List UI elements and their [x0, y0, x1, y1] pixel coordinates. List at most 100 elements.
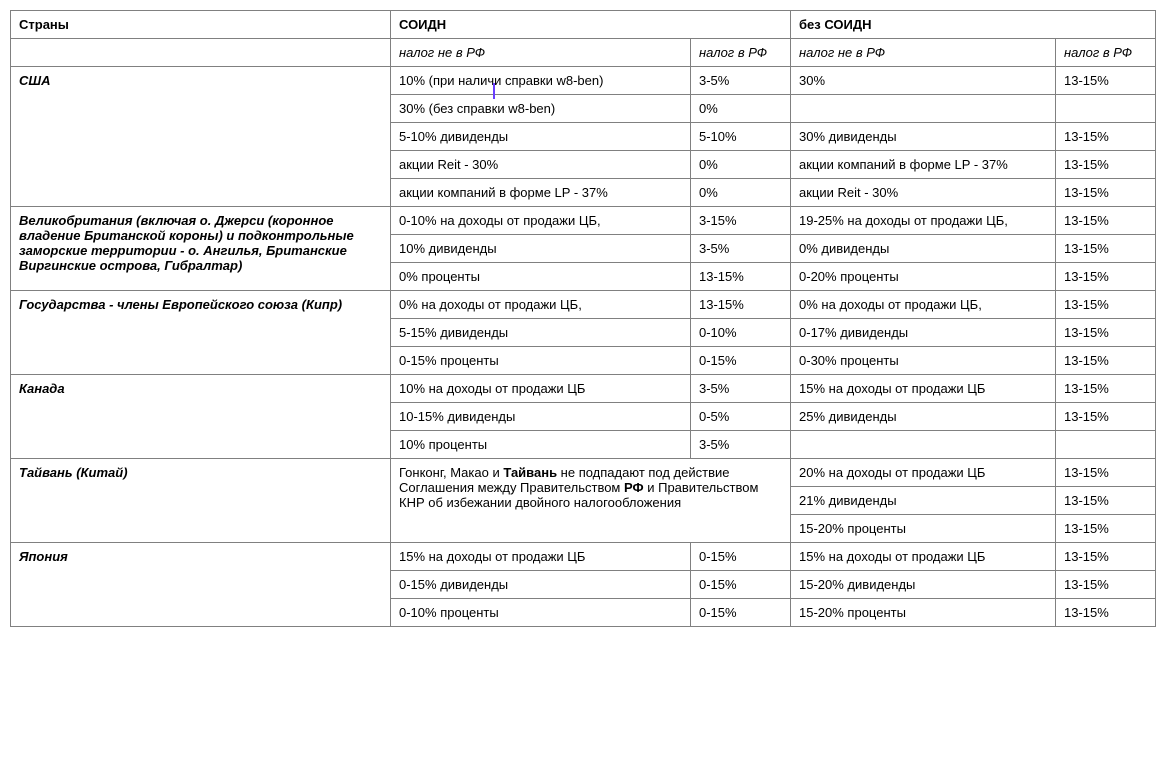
uk-r1-d: 13-15% — [1056, 207, 1156, 235]
usa-name: США — [11, 67, 391, 207]
uk-r2-d: 13-15% — [1056, 235, 1156, 263]
uk-r3-d: 13-15% — [1056, 263, 1156, 291]
canada-r3-d — [1056, 431, 1156, 459]
uk-r2-c: 0% дивиденды — [791, 235, 1056, 263]
canada-name: Канада — [11, 375, 391, 459]
usa-r3-a: 5-10% дивиденды — [391, 123, 691, 151]
taiwan-note-b2: РФ — [624, 480, 644, 495]
usa-r2-b: 0% — [691, 95, 791, 123]
japan-r3-b: 0-15% — [691, 599, 791, 627]
canada-r1-b: 3-5% — [691, 375, 791, 403]
japan-r1-b: 0-15% — [691, 543, 791, 571]
taiwan-r3-c: 15-20% проценты — [791, 515, 1056, 543]
usa-r1-a-pre: 10% (при налич — [399, 73, 494, 88]
taiwan-r2-c: 21% дивиденды — [791, 487, 1056, 515]
usa-r5-d: 13-15% — [1056, 179, 1156, 207]
usa-row-1: США 10% (при наличи справки w8-ben) 3-5%… — [11, 67, 1156, 95]
canada-r2-a: 10-15% дивиденды — [391, 403, 691, 431]
usa-r2-d — [1056, 95, 1156, 123]
subhdr-d: налог в РФ — [1056, 39, 1156, 67]
canada-r2-d: 13-15% — [1056, 403, 1156, 431]
japan-r3-a: 0-10% проценты — [391, 599, 691, 627]
taiwan-r1-c: 20% на доходы от продажи ЦБ — [791, 459, 1056, 487]
uk-r2-a: 10% дивиденды — [391, 235, 691, 263]
eu-r3-c: 0-30% проценты — [791, 347, 1056, 375]
taiwan-note-p1: Гонконг, Макао и — [399, 465, 503, 480]
usa-r2-a: 30% (без справки w8-ben) — [391, 95, 691, 123]
uk-r3-a: 0% проценты — [391, 263, 691, 291]
taiwan-name: Тайвань (Китай) — [11, 459, 391, 543]
canada-r3-b: 3-5% — [691, 431, 791, 459]
uk-r2-b: 3-5% — [691, 235, 791, 263]
uk-r3-c: 0-20% проценты — [791, 263, 1056, 291]
eu-r2-b: 0-10% — [691, 319, 791, 347]
taiwan-note: Гонконг, Макао и Тайвань не подпадают по… — [391, 459, 791, 543]
eu-r3-b: 0-15% — [691, 347, 791, 375]
eu-name: Государства - члены Европейского союза (… — [11, 291, 391, 375]
tax-table: Страны СОИДН без СОИДН налог не в РФ нал… — [10, 10, 1156, 627]
canada-row-1: Канада 10% на доходы от продажи ЦБ 3-5% … — [11, 375, 1156, 403]
eu-r3-a: 0-15% проценты — [391, 347, 691, 375]
japan-r2-c: 15-20% дивиденды — [791, 571, 1056, 599]
uk-row-1: Великобритания (включая о. Джерси (корон… — [11, 207, 1156, 235]
hdr-country: Страны — [11, 11, 391, 39]
usa-r4-a: акции Reit - 30% — [391, 151, 691, 179]
eu-r3-d: 13-15% — [1056, 347, 1156, 375]
usa-r3-d: 13-15% — [1056, 123, 1156, 151]
header-row: Страны СОИДН без СОИДН — [11, 11, 1156, 39]
eu-r2-c: 0-17% дивиденды — [791, 319, 1056, 347]
usa-r5-c: акции Reit - 30% — [791, 179, 1056, 207]
eu-r1-a: 0% на доходы от продажи ЦБ, — [391, 291, 691, 319]
usa-r1-b: 3-5% — [691, 67, 791, 95]
subhdr-empty — [11, 39, 391, 67]
japan-r2-d: 13-15% — [1056, 571, 1156, 599]
usa-r3-b: 5-10% — [691, 123, 791, 151]
japan-r1-a: 15% на доходы от продажи ЦБ — [391, 543, 691, 571]
hdr-soidn: СОИДН — [391, 11, 791, 39]
canada-r3-a: 10% проценты — [391, 431, 691, 459]
taiwan-r3-d: 13-15% — [1056, 515, 1156, 543]
taiwan-note-b1: Тайвань — [503, 465, 557, 480]
uk-r1-b: 3-15% — [691, 207, 791, 235]
eu-row-1: Государства - члены Европейского союза (… — [11, 291, 1156, 319]
canada-r1-a: 10% на доходы от продажи ЦБ — [391, 375, 691, 403]
japan-r2-b: 0-15% — [691, 571, 791, 599]
japan-row-1: Япония 15% на доходы от продажи ЦБ 0-15%… — [11, 543, 1156, 571]
canada-r1-c: 15% на доходы от продажи ЦБ — [791, 375, 1056, 403]
uk-r1-c: 19-25% на доходы от продажи ЦБ, — [791, 207, 1056, 235]
uk-r3-b: 13-15% — [691, 263, 791, 291]
japan-r1-d: 13-15% — [1056, 543, 1156, 571]
canada-r2-b: 0-5% — [691, 403, 791, 431]
canada-r2-c: 25% дивиденды — [791, 403, 1056, 431]
subhdr-a: налог не в РФ — [391, 39, 691, 67]
japan-r3-d: 13-15% — [1056, 599, 1156, 627]
usa-r1-d: 13-15% — [1056, 67, 1156, 95]
subheader-row: налог не в РФ налог в РФ налог не в РФ н… — [11, 39, 1156, 67]
usa-r5-a: акции компаний в форме LP - 37% — [391, 179, 691, 207]
japan-r1-c: 15% на доходы от продажи ЦБ — [791, 543, 1056, 571]
eu-r1-b: 13-15% — [691, 291, 791, 319]
taiwan-row-1: Тайвань (Китай) Гонконг, Макао и Тайвань… — [11, 459, 1156, 487]
uk-r1-a: 0-10% на доходы от продажи ЦБ, — [391, 207, 691, 235]
canada-r1-d: 13-15% — [1056, 375, 1156, 403]
japan-name: Япония — [11, 543, 391, 627]
japan-r2-a: 0-15% дивиденды — [391, 571, 691, 599]
taiwan-r2-d: 13-15% — [1056, 487, 1156, 515]
japan-r3-c: 15-20% проценты — [791, 599, 1056, 627]
eu-r1-c: 0% на доходы от продажи ЦБ, — [791, 291, 1056, 319]
usa-r4-d: 13-15% — [1056, 151, 1156, 179]
usa-r4-c: акции компаний в форме LP - 37% — [791, 151, 1056, 179]
usa-r1-c: 30% — [791, 67, 1056, 95]
usa-r5-b: 0% — [691, 179, 791, 207]
uk-name: Великобритания (включая о. Джерси (корон… — [11, 207, 391, 291]
usa-r2-c — [791, 95, 1056, 123]
subhdr-b: налог в РФ — [691, 39, 791, 67]
taiwan-r1-d: 13-15% — [1056, 459, 1156, 487]
usa-r1-a-post: и справки w8-ben) — [494, 73, 603, 88]
eu-r2-d: 13-15% — [1056, 319, 1156, 347]
subhdr-c: налог не в РФ — [791, 39, 1056, 67]
usa-r3-c: 30% дивиденды — [791, 123, 1056, 151]
usa-r1-a: 10% (при наличи справки w8-ben) — [391, 67, 691, 95]
hdr-no-soidn: без СОИДН — [791, 11, 1156, 39]
eu-r2-a: 5-15% дивиденды — [391, 319, 691, 347]
